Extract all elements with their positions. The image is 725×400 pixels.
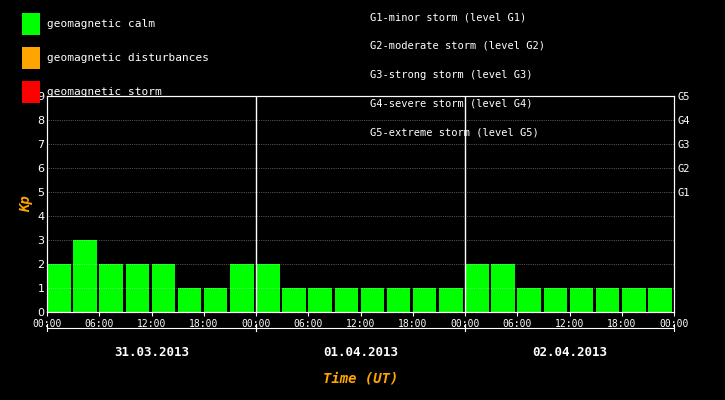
Bar	[596, 288, 619, 312]
Text: G1-minor storm (level G1): G1-minor storm (level G1)	[370, 12, 526, 22]
Bar	[648, 288, 671, 312]
Bar	[387, 288, 410, 312]
Text: geomagnetic storm: geomagnetic storm	[47, 87, 162, 97]
Bar	[73, 240, 96, 312]
Bar	[152, 264, 175, 312]
Text: G2-moderate storm (level G2): G2-moderate storm (level G2)	[370, 41, 544, 51]
Bar	[99, 264, 123, 312]
Bar	[204, 288, 228, 312]
Text: Time (UT): Time (UT)	[323, 372, 398, 386]
Bar	[360, 288, 384, 312]
Text: 01.04.2013: 01.04.2013	[323, 346, 398, 358]
Bar	[492, 264, 515, 312]
Y-axis label: Kp: Kp	[19, 196, 33, 212]
Bar	[256, 264, 280, 312]
Text: G3-strong storm (level G3): G3-strong storm (level G3)	[370, 70, 532, 80]
Bar	[334, 288, 358, 312]
Bar	[282, 288, 306, 312]
Bar	[308, 288, 332, 312]
Bar	[622, 288, 645, 312]
Text: 02.04.2013: 02.04.2013	[532, 346, 608, 358]
Bar	[47, 264, 70, 312]
Text: 31.03.2013: 31.03.2013	[114, 346, 189, 358]
Bar	[178, 288, 202, 312]
Bar	[518, 288, 541, 312]
Text: G5-extreme storm (level G5): G5-extreme storm (level G5)	[370, 127, 539, 137]
Text: geomagnetic disturbances: geomagnetic disturbances	[47, 53, 209, 63]
Text: G4-severe storm (level G4): G4-severe storm (level G4)	[370, 98, 532, 108]
Bar	[465, 264, 489, 312]
Bar	[125, 264, 149, 312]
Bar	[439, 288, 463, 312]
Text: geomagnetic calm: geomagnetic calm	[47, 19, 155, 29]
Bar	[570, 288, 593, 312]
Bar	[544, 288, 567, 312]
Bar	[413, 288, 436, 312]
Bar	[230, 264, 254, 312]
